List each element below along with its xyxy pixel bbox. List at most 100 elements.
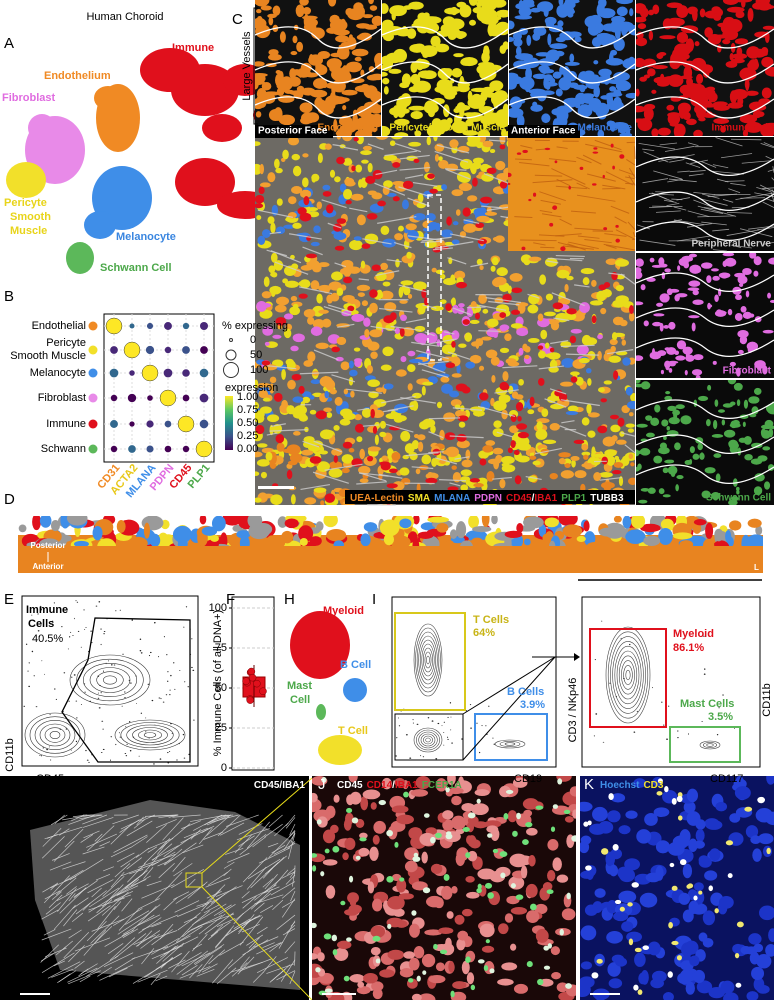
cell: [289, 453, 303, 463]
cell: [658, 488, 665, 495]
cell: [398, 717, 400, 719]
cell: [27, 670, 29, 672]
fiber: [126, 820, 153, 837]
fiber: [202, 884, 226, 908]
cell: [287, 460, 298, 466]
fiber: [385, 423, 414, 433]
cell: [502, 371, 509, 382]
cell: [660, 518, 674, 530]
cell: [554, 160, 558, 164]
cell: [456, 439, 470, 449]
cell: [450, 6, 458, 16]
fiber: [250, 862, 279, 889]
cell: [555, 88, 563, 97]
cell: [586, 403, 592, 414]
fiber: [323, 306, 352, 316]
fiber: [215, 885, 243, 897]
cell: [660, 369, 665, 375]
fiber: [238, 835, 255, 847]
cell: [653, 455, 663, 464]
cell: [584, 904, 598, 916]
cell: [481, 516, 490, 527]
fiber: [109, 937, 136, 961]
panel-letter: I: [372, 591, 376, 608]
cell: [199, 516, 207, 525]
cell: [559, 65, 565, 75]
cell: [461, 802, 475, 812]
cell: [456, 364, 461, 374]
cell: [149, 533, 161, 546]
stain-name: /: [279, 780, 282, 791]
cell: [255, 61, 265, 67]
label: 0.00: [237, 443, 258, 455]
cell: [668, 921, 673, 929]
cell: [354, 56, 362, 62]
cell: [539, 274, 547, 285]
cell: [403, 951, 416, 959]
fiber: [41, 952, 75, 974]
fiber: [668, 178, 697, 183]
fiber: [104, 932, 130, 947]
fiber: [260, 905, 274, 914]
cell: [544, 342, 550, 349]
cell: [428, 975, 446, 984]
cell: [450, 729, 452, 731]
fiber: [712, 164, 729, 169]
fiber: [125, 910, 150, 925]
label: 0.75: [237, 404, 258, 416]
cell: [66, 516, 88, 526]
cell: [608, 355, 621, 363]
cell: [492, 737, 494, 739]
cell: [691, 322, 696, 332]
cluster-label: Smooth: [10, 211, 51, 223]
cell: [518, 6, 532, 17]
cell: [363, 972, 378, 984]
cell: [562, 8, 575, 15]
dot: [177, 415, 195, 433]
cell: [476, 887, 482, 894]
cell: [729, 90, 738, 104]
cell: [688, 253, 698, 258]
cell: [547, 869, 556, 882]
fiber: [285, 874, 296, 885]
cell: [382, 71, 388, 77]
cell: [479, 392, 489, 401]
cell: [481, 173, 494, 182]
cell: [355, 855, 361, 860]
cell: [753, 943, 764, 953]
cell: [412, 516, 420, 525]
cell: [591, 315, 597, 324]
cell: [652, 687, 654, 689]
cell: [693, 895, 698, 901]
cluster-label: Immune: [172, 42, 214, 54]
contour: [96, 671, 124, 689]
cell: [653, 313, 665, 317]
cell: [580, 961, 593, 970]
fiber: [126, 857, 142, 870]
fiber: [207, 871, 228, 886]
fiber: [520, 239, 557, 242]
cell: [395, 415, 407, 422]
cell: [345, 7, 354, 16]
fiber: [233, 918, 251, 930]
cell: [717, 44, 722, 53]
cell: [383, 154, 398, 161]
label: 64%: [473, 627, 495, 639]
cell: [73, 540, 89, 546]
cell: [461, 386, 471, 394]
cell: [532, 73, 547, 80]
cell: [479, 207, 487, 215]
fiber: [407, 197, 430, 207]
cell: [143, 522, 150, 539]
cell: [693, 519, 707, 526]
cell: [469, 704, 472, 706]
cell: [557, 778, 563, 785]
cell: [610, 424, 621, 433]
cell: [528, 256, 542, 262]
fiber: [147, 838, 174, 850]
cell: [564, 816, 574, 823]
cell: [623, 677, 625, 680]
cell: [321, 318, 332, 328]
fiber: [135, 847, 150, 858]
cell: [422, 418, 436, 428]
